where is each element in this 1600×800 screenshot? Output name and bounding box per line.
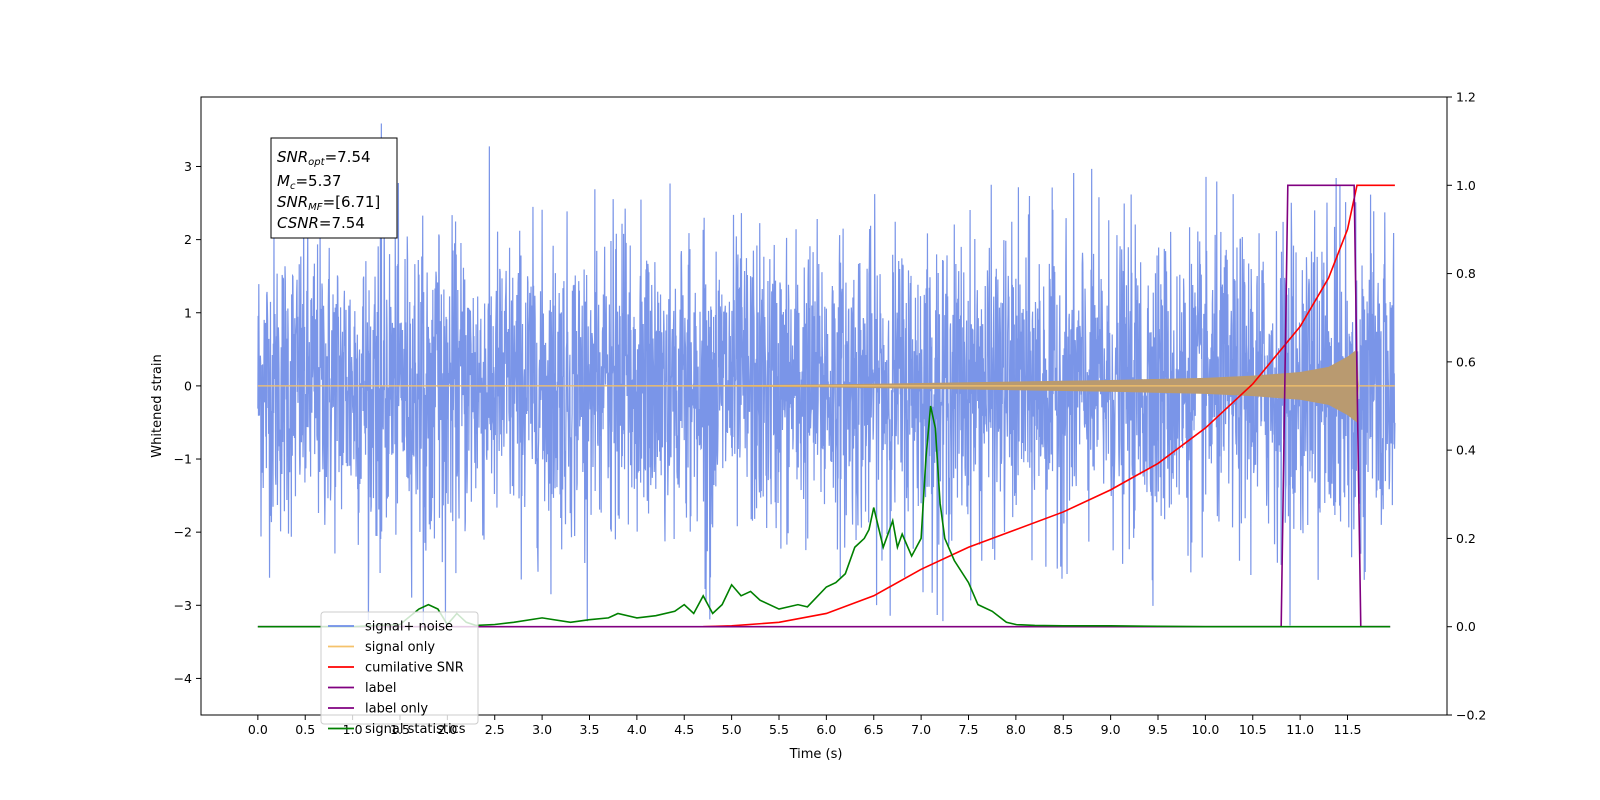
x-tick-label: 8.5 [1053, 722, 1073, 737]
stats-box: SNRopt=7.54 Mc=5.37 SNRMF=[6.71] CSNR=7.… [270, 137, 398, 239]
legend-label: signal statistics [365, 722, 466, 737]
legend-frame [320, 611, 479, 725]
x-tick-label: 6.0 [816, 722, 836, 737]
x-tick-label: 5.5 [769, 722, 789, 737]
y-left-tick-label: −2 [174, 525, 192, 540]
x-tick-label: 11.0 [1286, 722, 1314, 737]
x-tick-label: 7.5 [959, 722, 979, 737]
y-left-tick-label: 0 [184, 378, 192, 393]
y-left-tick-label: 2 [184, 232, 192, 247]
x-axis-label: Time (s) [789, 747, 843, 762]
y-right-tick-label: 0.0 [1456, 619, 1476, 634]
legend-label: signal only [365, 640, 435, 655]
x-tick-label: 0.0 [248, 722, 268, 737]
x-tick-label: 4.0 [627, 722, 647, 737]
x-tick-label: 9.0 [1101, 722, 1121, 737]
legend-label: cumilative SNR [365, 661, 464, 676]
x-tick-label: 0.5 [295, 722, 315, 737]
legend-label: label only [365, 702, 428, 717]
y-left-tick-label: 1 [184, 305, 192, 320]
legend: signal+ noise signal only cumilative SNR la… [320, 611, 479, 737]
stats-snr-mf: SNRMF=[6.71] [277, 193, 380, 213]
legend-label: signal+ noise [365, 620, 453, 635]
y-left-tick-label: −3 [174, 598, 192, 613]
legend-label: label [365, 681, 396, 696]
x-tick-label: 10.0 [1191, 722, 1219, 737]
series-signal-statistics [257, 405, 1391, 628]
x-tick-label: 6.5 [864, 722, 884, 737]
x-tick-label: 3.5 [580, 722, 600, 737]
y-right-tick-label: 0.4 [1456, 443, 1476, 458]
x-tick-label: 3.0 [532, 722, 552, 737]
x-tick-label: 11.5 [1334, 722, 1362, 737]
y-right-tick-label: 1.2 [1456, 90, 1476, 105]
x-tick-label: 2.5 [485, 722, 505, 737]
x-tick-label: 10.5 [1239, 722, 1267, 737]
stats-mc: Mc=5.37 [277, 172, 341, 192]
stats-snr-opt: SNRopt=7.54 [277, 148, 371, 168]
y-axis-label: Whitened strain [150, 354, 165, 457]
y-right-tick-label: 1.0 [1456, 178, 1476, 193]
x-tick-label: 8.0 [1006, 722, 1026, 737]
y-left-tick-label: 3 [184, 159, 192, 174]
stats-csnr: CSNR=7.54 [277, 214, 365, 232]
x-tick-label: 1.0 [343, 722, 363, 737]
x-tick-label: 4.5 [674, 722, 694, 737]
axes-layer: 0.0 0.5 1.0 1.5 2.0 2.5 3.0 3.5 4.0 4.5 5.0 5.5 6.0 6… [174, 90, 1487, 738]
series-layer [257, 123, 1396, 628]
x-tick-label: 2.0 [437, 722, 457, 737]
plot-frame [200, 96, 1448, 716]
x-tick-label: 9.5 [1148, 722, 1168, 737]
y-right-tick-label: 0.8 [1456, 266, 1476, 281]
x-tick-label: 1.5 [390, 722, 410, 737]
y-right-tick-label: 0.6 [1456, 354, 1476, 369]
x-tick-label: 5.0 [722, 722, 742, 737]
y-left-tick-label: −4 [174, 671, 192, 686]
y-left-tick-label: −1 [174, 452, 192, 467]
y-right-tick-label: −0.2 [1456, 708, 1486, 723]
x-tick-label: 7.0 [911, 722, 931, 737]
stats-box-frame [270, 137, 398, 239]
series-signal-noise [257, 123, 1396, 627]
series-cumulative-snr [703, 184, 1395, 628]
y-right-tick-label: 0.2 [1456, 531, 1476, 546]
